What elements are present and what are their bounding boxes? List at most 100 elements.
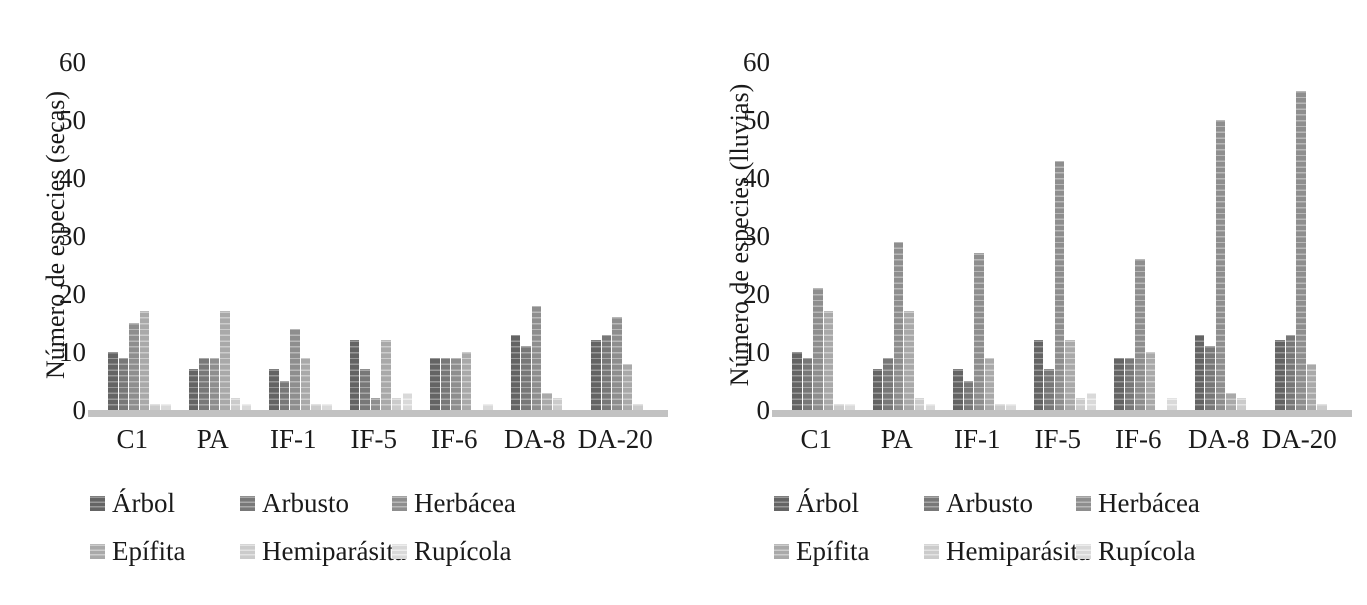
bar-rupicola-if-5 xyxy=(1086,393,1096,410)
bar-herbacea-c1 xyxy=(813,288,823,410)
x-category-label-if-5: IF-5 xyxy=(1034,424,1082,454)
bar-hemiparasita-if-1 xyxy=(995,404,1005,410)
legend-item-rupicola: Rupícola xyxy=(392,536,511,566)
bar-rupicola-pa xyxy=(925,404,935,410)
bar-hemiparasita-pa xyxy=(230,398,241,410)
bar-epifita-pa xyxy=(904,311,914,410)
legend-swatch-rupicola-icon xyxy=(392,543,407,559)
bar-hemiparasita-if-5 xyxy=(391,398,402,410)
bar-epifita-pa xyxy=(220,311,230,410)
bar-rupicola-if-6 xyxy=(1167,398,1177,410)
legend-item-epifita: Epífita xyxy=(90,536,185,566)
legend-item-arbol: Árbol xyxy=(90,488,175,518)
bar-arbusto-da-20 xyxy=(601,335,612,410)
bar-epifita-if-5 xyxy=(381,340,391,410)
bar-epifita-c1 xyxy=(139,311,150,410)
legend-label-arbusto: Arbusto xyxy=(946,488,1033,518)
legend-item-hemiparasita: Hemiparásita xyxy=(924,536,1090,566)
x-category-label-da-20: DA-20 xyxy=(577,424,653,454)
legend-swatch-hemiparasita-icon xyxy=(240,543,255,559)
bar-herbacea-da-8 xyxy=(531,306,542,410)
bar-arbusto-c1 xyxy=(118,358,129,410)
y-tick-label-10: 10 xyxy=(743,337,770,367)
bar-arbusto-if-6 xyxy=(1124,358,1135,410)
legend-item-epifita: Epífita xyxy=(774,536,869,566)
y-tick-label-20: 20 xyxy=(743,279,770,309)
legend-item-arbol: Árbol xyxy=(774,488,859,518)
x-axis-line xyxy=(88,410,668,417)
bar-arbusto-if-6 xyxy=(440,358,451,410)
bar-arbol-da-8 xyxy=(1194,335,1204,410)
x-category-label-if-6: IF-6 xyxy=(431,424,478,454)
bar-hemiparasita-c1 xyxy=(834,404,844,410)
bar-arbol-if-6 xyxy=(1114,358,1124,410)
legend-label-herbacea: Herbácea xyxy=(414,488,516,518)
bar-arbol-pa xyxy=(188,369,198,410)
bar-herbacea-da-8 xyxy=(1215,120,1226,410)
bar-arbol-if-1 xyxy=(269,369,279,410)
chart-panel-lluvias: Número de especies (lluvias) 0 10 20 30 40 50 6… xyxy=(684,0,1367,605)
bar-epifita-if-6 xyxy=(461,352,472,410)
y-tick-label-30: 30 xyxy=(743,221,770,251)
legend-swatch-herbacea-icon xyxy=(1076,495,1091,511)
bar-arbusto-da-8 xyxy=(1205,346,1215,410)
x-category-label-da-20: DA-20 xyxy=(1261,424,1337,454)
legend-swatch-herbacea-icon xyxy=(392,495,407,511)
bar-epifita-da-20 xyxy=(622,364,633,410)
legend-label-hemiparasita: Hemiparásita xyxy=(262,536,406,566)
legend-item-rupicola: Rupícola xyxy=(1076,536,1195,566)
legend-label-hemiparasita: Hemiparásita xyxy=(946,536,1090,566)
legend-swatch-arbol-icon xyxy=(90,495,105,511)
legend-item-hemiparasita: Hemiparásita xyxy=(240,536,406,566)
bar-arbol-if-5 xyxy=(1033,340,1043,410)
legend-label-rupicola: Rupícola xyxy=(1098,536,1196,566)
legend-label-epifita: Epífita xyxy=(112,536,186,566)
legend-item-herbacea: Herbácea xyxy=(392,488,516,518)
bar-herbacea-if-1 xyxy=(974,253,984,410)
x-category-label-pa: PA xyxy=(196,424,229,454)
bar-epifita-da-20 xyxy=(1306,364,1317,410)
bar-herbacea-if-5 xyxy=(370,398,381,410)
bar-arbusto-if-5 xyxy=(360,369,370,410)
bar-rupicola-pa xyxy=(241,404,251,410)
y-tick-label-30: 30 xyxy=(59,221,86,251)
bar-hemiparasita-if-5 xyxy=(1075,398,1086,410)
bar-arbusto-if-5 xyxy=(1044,369,1054,410)
legend-label-arbol: Árbol xyxy=(112,488,175,518)
bar-arbol-if-5 xyxy=(349,340,359,410)
x-category-label-if-5: IF-5 xyxy=(350,424,398,454)
bar-arbol-da-8 xyxy=(510,335,520,410)
bar-herbacea-pa xyxy=(209,358,220,410)
legend-label-arbol: Árbol xyxy=(796,488,859,518)
bar-epifita-if-6 xyxy=(1145,352,1156,410)
bar-arbol-da-20 xyxy=(591,340,601,410)
legend-swatch-rupicola-icon xyxy=(1076,543,1091,559)
legend-swatch-arbusto-icon xyxy=(924,495,939,511)
bar-arbol-pa xyxy=(872,369,882,410)
bar-epifita-da-8 xyxy=(542,393,552,410)
legend-label-herbacea: Herbácea xyxy=(1098,488,1200,518)
bar-herbacea-pa xyxy=(893,242,904,410)
y-tick-label-40: 40 xyxy=(59,163,86,193)
legend-item-herbacea: Herbácea xyxy=(1076,488,1200,518)
x-category-label-c1: C1 xyxy=(116,424,148,454)
bar-hemiparasita-da-8 xyxy=(552,398,563,410)
bar-rupicola-c1 xyxy=(161,404,171,410)
bar-hemiparasita-pa xyxy=(914,398,925,410)
bar-arbol-da-20 xyxy=(1275,340,1285,410)
bar-herbacea-da-20 xyxy=(1296,91,1306,410)
bar-arbusto-pa xyxy=(883,358,893,410)
bar-arbol-if-6 xyxy=(430,358,440,410)
y-tick-label-50: 50 xyxy=(743,105,770,135)
x-category-label-if-1: IF-1 xyxy=(954,424,1001,454)
legend-swatch-epifita-icon xyxy=(90,543,105,559)
bar-rupicola-if-5 xyxy=(402,393,412,410)
bar-epifita-if-1 xyxy=(300,358,311,410)
bar-herbacea-if-1 xyxy=(290,329,300,410)
x-category-label-c1: C1 xyxy=(800,424,832,454)
legend-label-epifita: Epífita xyxy=(796,536,870,566)
bar-herbacea-if-5 xyxy=(1054,161,1065,410)
x-category-label-if-1: IF-1 xyxy=(270,424,317,454)
bar-rupicola-if-6 xyxy=(483,404,493,410)
